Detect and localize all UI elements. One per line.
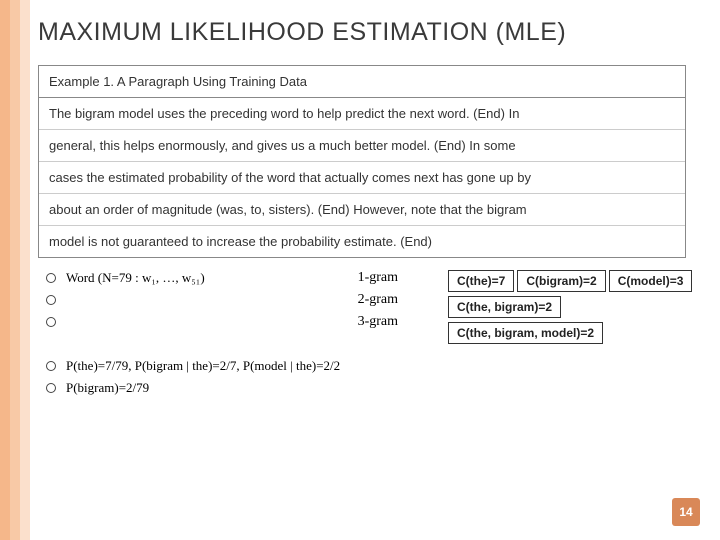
bullet-icon [46, 273, 56, 283]
prob-item-2: P(bigram)=2/79 [46, 380, 698, 396]
count-box: C(model)=3 [609, 270, 693, 292]
count-box: C(the, bigram)=2 [448, 296, 561, 318]
count-box: C(bigram)=2 [517, 270, 605, 292]
bullet-icon [46, 295, 56, 305]
gram-list: Word (N=79 : w₁, …, w₅₁) 1-gram 2-gram 3… [38, 270, 448, 344]
stripe-1 [0, 0, 10, 540]
gram-type: 3-gram [358, 314, 398, 330]
example-header: Example 1. A Paragraph Using Training Da… [39, 66, 685, 98]
gram-label: Word (N=79 : w₁, …, w₅₁) [66, 270, 205, 286]
count-row-3: C(the, bigram, model)=2 [448, 322, 692, 344]
example-box: Example 1. A Paragraph Using Training Da… [38, 65, 686, 258]
gram-type: 1-gram [358, 270, 398, 286]
example-row: about an order of magnitude (was, to, si… [39, 194, 685, 226]
bullet-icon [46, 317, 56, 327]
content-area: MAXIMUM LIKELIHOOD ESTIMATION (MLE) Exam… [38, 0, 720, 396]
side-stripes [0, 0, 30, 540]
gram-item-2: 2-gram [46, 292, 448, 308]
gram-item-3: 3-gram [46, 314, 448, 330]
prob-text: P(the)=7/79, P(bigram | the)=2/7, P(mode… [66, 358, 340, 374]
probability-section: P(the)=7/79, P(bigram | the)=2/7, P(mode… [38, 358, 698, 396]
stripe-3 [20, 0, 30, 540]
bullet-icon [46, 361, 56, 371]
example-row: general, this helps enormously, and give… [39, 130, 685, 162]
page-number-badge: 14 [672, 498, 700, 526]
example-row: The bigram model uses the preceding word… [39, 98, 685, 130]
gram-item-1: Word (N=79 : w₁, …, w₅₁) 1-gram [46, 270, 448, 286]
count-box: C(the, bigram, model)=2 [448, 322, 603, 344]
count-column: C(the)=7 C(bigram)=2 C(model)=3 C(the, b… [448, 270, 692, 344]
example-row: cases the estimated probability of the w… [39, 162, 685, 194]
bullet-icon [46, 383, 56, 393]
count-row-1: C(the)=7 C(bigram)=2 C(model)=3 [448, 270, 692, 292]
count-box: C(the)=7 [448, 270, 514, 292]
gram-section: Word (N=79 : w₁, …, w₅₁) 1-gram 2-gram 3… [38, 270, 698, 344]
count-row-2: C(the, bigram)=2 [448, 296, 692, 318]
prob-item-1: P(the)=7/79, P(bigram | the)=2/7, P(mode… [46, 358, 698, 374]
page-title: MAXIMUM LIKELIHOOD ESTIMATION (MLE) [38, 18, 698, 47]
gram-type: 2-gram [358, 292, 398, 308]
example-row: model is not guaranteed to increase the … [39, 226, 685, 257]
prob-text: P(bigram)=2/79 [66, 380, 149, 396]
stripe-2 [10, 0, 20, 540]
